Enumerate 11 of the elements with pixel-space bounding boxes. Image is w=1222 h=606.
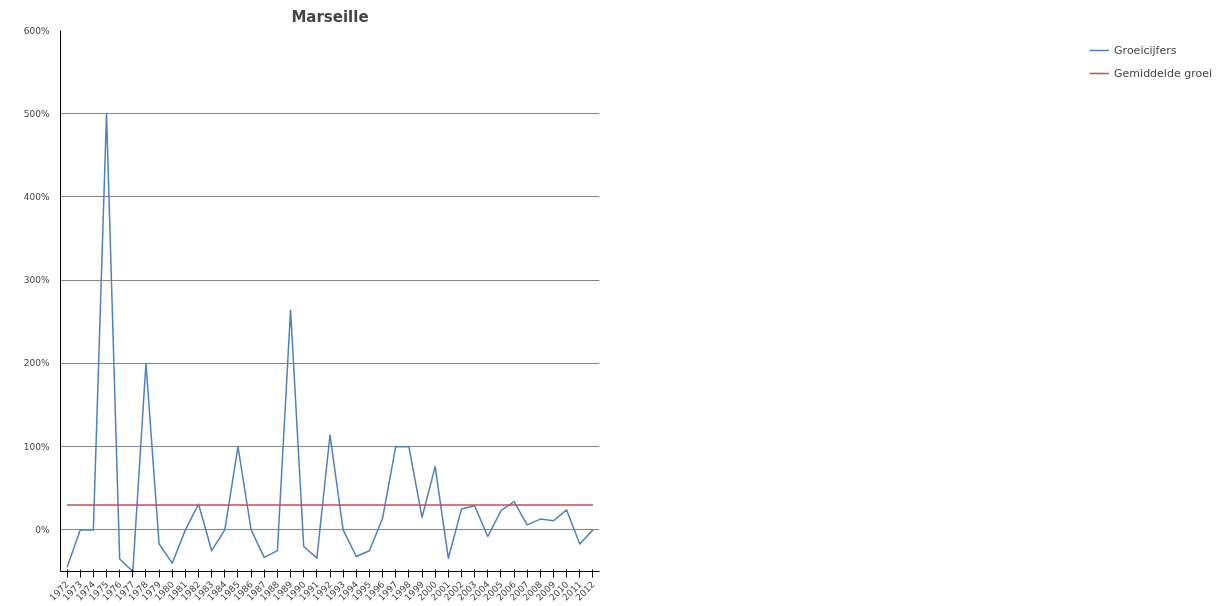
y-tick-label: 100% <box>23 441 50 452</box>
y-tick-label: 300% <box>23 275 50 286</box>
legend-label: Groeicijfers <box>1114 43 1177 57</box>
y-tick-label: 200% <box>23 358 50 369</box>
chart-title: Marseille <box>291 7 369 26</box>
y-tick-label: 0% <box>35 524 50 535</box>
y-tick-label: 400% <box>23 191 50 202</box>
y-tick-label: 600% <box>23 25 50 36</box>
y-tick-label: 500% <box>23 108 50 119</box>
legend-label: Gemiddelde groei <box>1114 66 1212 80</box>
line-series <box>66 112 594 572</box>
